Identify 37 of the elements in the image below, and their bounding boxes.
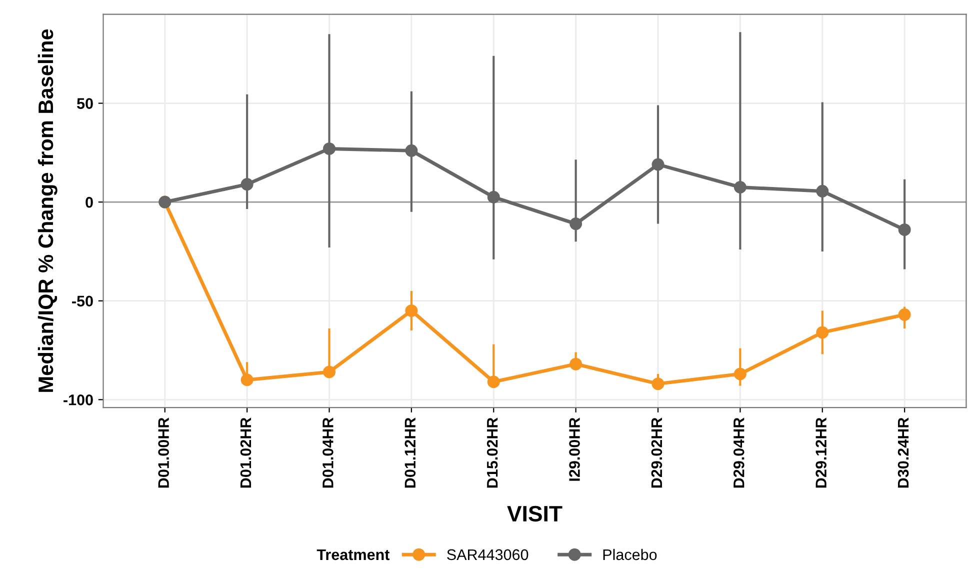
point xyxy=(240,178,254,191)
point xyxy=(734,180,746,194)
point xyxy=(898,308,911,321)
x-tick-label: D15.02HR xyxy=(486,418,498,488)
point xyxy=(570,358,582,370)
x-tick-label: D30.24HR xyxy=(898,418,909,488)
point xyxy=(405,144,418,157)
x-tick-label: D01.00HR xyxy=(158,418,169,488)
x-tick-label: D29.02HR xyxy=(651,418,662,488)
y-tick-label: 50 xyxy=(77,98,93,109)
point xyxy=(816,184,829,198)
x-tick-label: D01.12HR xyxy=(404,418,416,488)
point xyxy=(323,366,336,378)
legend-title: Treatment xyxy=(316,549,390,560)
point xyxy=(816,326,829,339)
x-tick-label: D29.04HR xyxy=(733,418,744,488)
point xyxy=(898,223,911,236)
point xyxy=(652,158,664,171)
legend-label: SAR443060 xyxy=(447,549,528,560)
y-axis-title: Median/IQR % Change from Baseline xyxy=(38,29,58,392)
x-axis-title: VISIT xyxy=(507,506,562,522)
x-tick-label: D01.02HR xyxy=(240,418,252,488)
x-tick-label: D29.12HR xyxy=(816,418,826,488)
point xyxy=(240,374,254,386)
x-tick-label: I29.00HR xyxy=(569,418,580,481)
point xyxy=(652,378,664,390)
point xyxy=(734,368,746,380)
y-tick-label: 0 xyxy=(86,196,93,208)
legend-label: Placebo xyxy=(603,548,657,560)
point xyxy=(323,142,336,155)
y-tick-label: -50 xyxy=(72,296,93,307)
point xyxy=(487,190,500,204)
point xyxy=(405,304,418,317)
point xyxy=(570,218,582,230)
point xyxy=(487,376,500,388)
y-tick-label: -100 xyxy=(64,394,93,406)
x-tick-label: D01.04HR xyxy=(322,418,334,488)
